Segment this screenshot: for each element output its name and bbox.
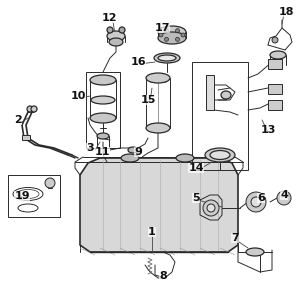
Circle shape [31, 106, 37, 112]
Circle shape [45, 178, 55, 188]
Circle shape [165, 37, 169, 41]
Circle shape [107, 27, 113, 33]
Ellipse shape [205, 148, 235, 162]
Text: 13: 13 [260, 125, 276, 135]
Polygon shape [80, 158, 238, 252]
Text: 7: 7 [231, 233, 239, 243]
Text: 11: 11 [94, 147, 110, 157]
Text: 15: 15 [140, 95, 156, 105]
Text: 6: 6 [257, 193, 265, 203]
Ellipse shape [90, 75, 116, 85]
Bar [22, 135, 30, 140]
Ellipse shape [154, 53, 180, 63]
Text: 17: 17 [154, 23, 170, 33]
Circle shape [207, 204, 215, 212]
Text: 19: 19 [14, 191, 30, 201]
Ellipse shape [146, 73, 170, 83]
Ellipse shape [146, 123, 170, 133]
Bar [192, 62, 248, 170]
Ellipse shape [121, 154, 139, 162]
Text: 4: 4 [280, 190, 288, 200]
Text: 3: 3 [86, 143, 94, 153]
Ellipse shape [91, 96, 115, 104]
Ellipse shape [246, 248, 264, 256]
Text: 8: 8 [159, 271, 167, 281]
Text: 14: 14 [188, 163, 204, 173]
Circle shape [119, 27, 125, 33]
Text: 18: 18 [278, 7, 294, 17]
Text: 12: 12 [101, 13, 117, 23]
Ellipse shape [270, 51, 286, 59]
Bar [206, 75, 214, 110]
Circle shape [246, 192, 266, 212]
Circle shape [159, 33, 163, 37]
Text: 16: 16 [130, 57, 146, 67]
Circle shape [175, 29, 179, 33]
Ellipse shape [221, 91, 231, 99]
Ellipse shape [97, 133, 109, 139]
Bar [268, 59, 282, 69]
Ellipse shape [158, 55, 176, 61]
Text: 2: 2 [14, 115, 22, 125]
Circle shape [175, 37, 179, 41]
Circle shape [165, 29, 169, 33]
Circle shape [272, 37, 278, 43]
Text: 5: 5 [192, 193, 200, 203]
Ellipse shape [128, 147, 138, 153]
Bar [8, 175, 60, 217]
Ellipse shape [158, 26, 186, 38]
Text: 9: 9 [134, 147, 142, 157]
Ellipse shape [90, 113, 116, 123]
Circle shape [181, 33, 185, 37]
Bar [86, 72, 120, 148]
Ellipse shape [176, 154, 194, 162]
Circle shape [277, 191, 291, 205]
Bar [268, 84, 282, 94]
Circle shape [251, 197, 261, 207]
Ellipse shape [210, 151, 230, 159]
Text: 1: 1 [148, 227, 156, 237]
Ellipse shape [158, 32, 186, 44]
Text: 10: 10 [70, 91, 86, 101]
Circle shape [27, 106, 33, 112]
Ellipse shape [109, 38, 123, 46]
Ellipse shape [107, 31, 125, 41]
Circle shape [203, 200, 219, 216]
Bar [268, 100, 282, 110]
